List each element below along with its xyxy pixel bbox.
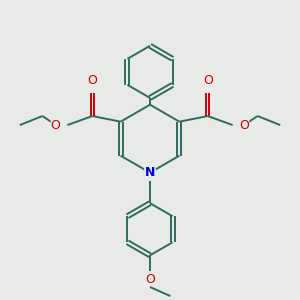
Text: O: O (87, 74, 97, 87)
Text: O: O (203, 74, 213, 87)
Text: O: O (51, 118, 61, 132)
Text: O: O (145, 273, 155, 286)
Text: N: N (145, 166, 155, 179)
Text: O: O (239, 118, 249, 132)
